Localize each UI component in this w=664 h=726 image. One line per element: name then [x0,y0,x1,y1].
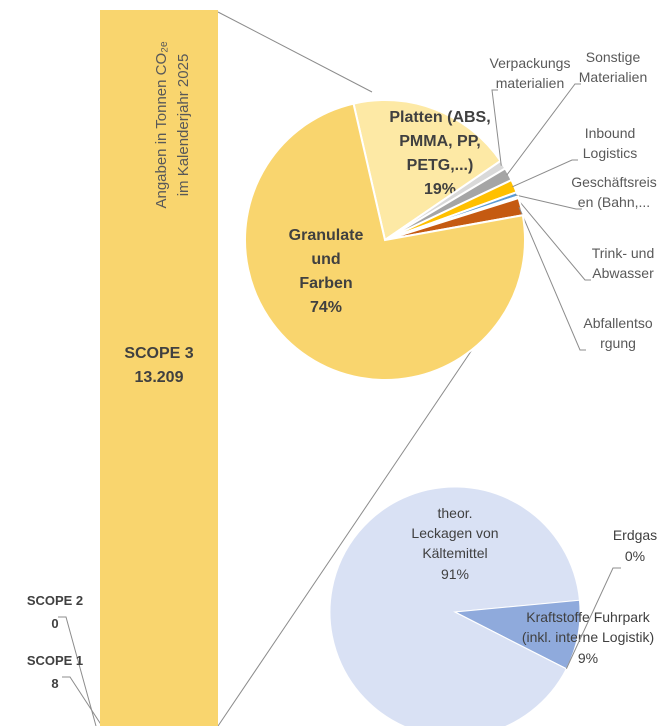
slice-label: Verpackungs materialien [490,55,571,91]
slice-label: Trink- und Abwasser [592,245,655,281]
leader-line [565,567,621,669]
value-label: 13.209 [135,369,184,386]
slice-label: Platten (ABS, PMMA, PP, PETG,...) [389,109,490,174]
pie-slice [329,486,580,726]
leader-line [506,83,581,176]
value-label: 0% [625,548,645,564]
connector [217,11,373,93]
bar [100,10,218,726]
value-label: 91% [441,566,469,582]
value-label: 74% [310,299,342,316]
slice-label: Erdgas [613,527,657,543]
slice-label: Granulate und Farben [289,227,364,292]
pie-slice [352,99,502,242]
value-label: 8 [51,676,58,691]
connector [217,334,483,726]
value-label: 19% [424,181,456,198]
slice-label: Inbound Logistics [583,125,637,161]
pie-slice [244,102,526,381]
slice-label: Geschäftsreis en (Bahn,... [571,174,657,210]
leader-line [491,89,502,166]
slice-label: Kraftstoffe Fuhrpark (inkl. interne Logis… [522,609,654,645]
leader-line [515,194,582,210]
value-label: 9% [578,650,598,666]
leader-line [518,206,586,351]
category-label: SCOPE 3 [124,345,193,362]
leader-line [62,676,103,726]
value-label: 0 [51,616,58,631]
category-label: SCOPE 2 [27,593,83,608]
slice-label: Sonstige Materialien [579,49,647,85]
leader-line [58,616,97,726]
leader-line [512,159,578,188]
category-label: SCOPE 1 [27,653,83,668]
axis-label: Angaben in Tonnen CO₂ₑ im Kalenderjahr 20… [153,41,192,208]
leader-line [516,197,591,281]
slice-label: Abfallentso rgung [583,315,652,351]
slice-label: theor. Leckagen von Kältemittel [411,505,498,561]
